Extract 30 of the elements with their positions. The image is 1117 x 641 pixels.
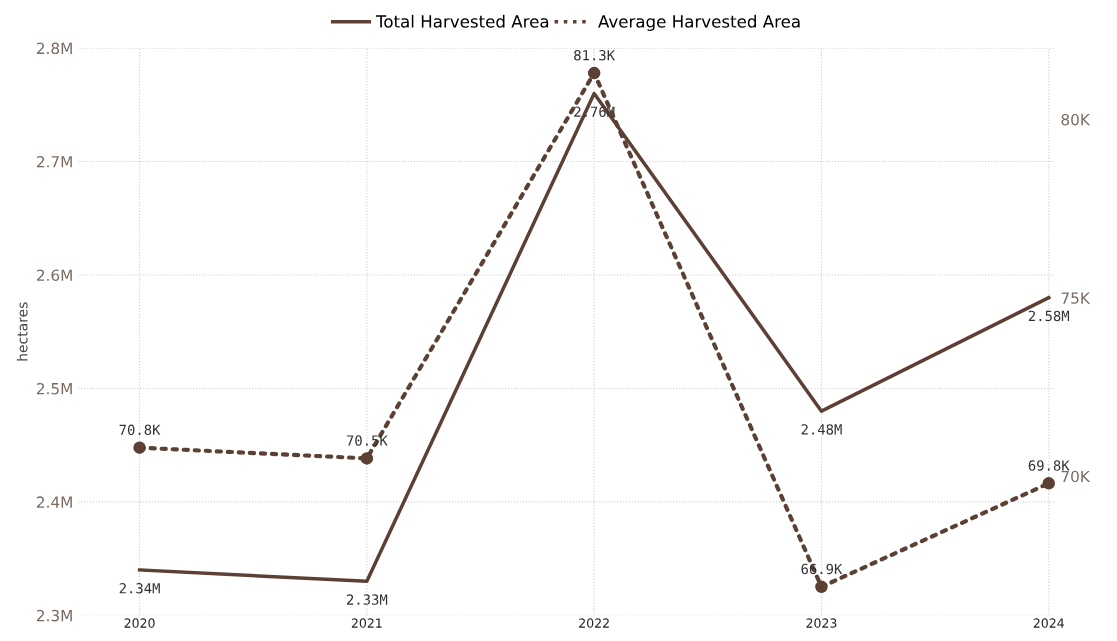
data-label: 81.3K: [574, 49, 615, 61]
y-axis-title: hectares: [16, 302, 28, 361]
data-label: 70.5K: [346, 435, 388, 446]
y-tick-label: 2.4M: [36, 496, 72, 508]
x-tick-label: 2022: [579, 618, 609, 628]
point: [1042, 477, 1055, 490]
point: [360, 452, 374, 465]
data-label: 2.34M: [119, 582, 160, 594]
y-tick-label: 2.8M: [36, 42, 72, 55]
y2-tick-label: 75K: [1061, 292, 1091, 304]
data-label: 2.33M: [346, 594, 388, 605]
x-tick-label: 2021: [351, 618, 382, 628]
x-tick-label: 2020: [124, 618, 155, 628]
y-tick-label: 2.6M: [36, 269, 72, 282]
point: [133, 441, 146, 454]
point: [587, 66, 601, 80]
legend-label: Average Harvested Area: [598, 14, 800, 31]
y-tick-label: 2.5M: [36, 382, 72, 395]
legend-label: Total Harvested Area: [375, 14, 549, 28]
data-label: 2.48M: [801, 424, 842, 435]
y2-tick-label: 70K: [1061, 470, 1091, 483]
data-label: 70.8K: [119, 424, 161, 436]
y-tick-label: 2.3M: [36, 609, 72, 622]
x-tick-label: 2024: [1033, 618, 1064, 628]
point: [815, 580, 828, 594]
data-label: 69.8K: [1028, 460, 1070, 471]
y-tick-label: 2.7M: [36, 156, 72, 168]
data-label: 2.58M: [1028, 310, 1070, 322]
y2-tick-label: 80K: [1061, 113, 1091, 126]
x-tick-label: 2023: [806, 618, 837, 628]
